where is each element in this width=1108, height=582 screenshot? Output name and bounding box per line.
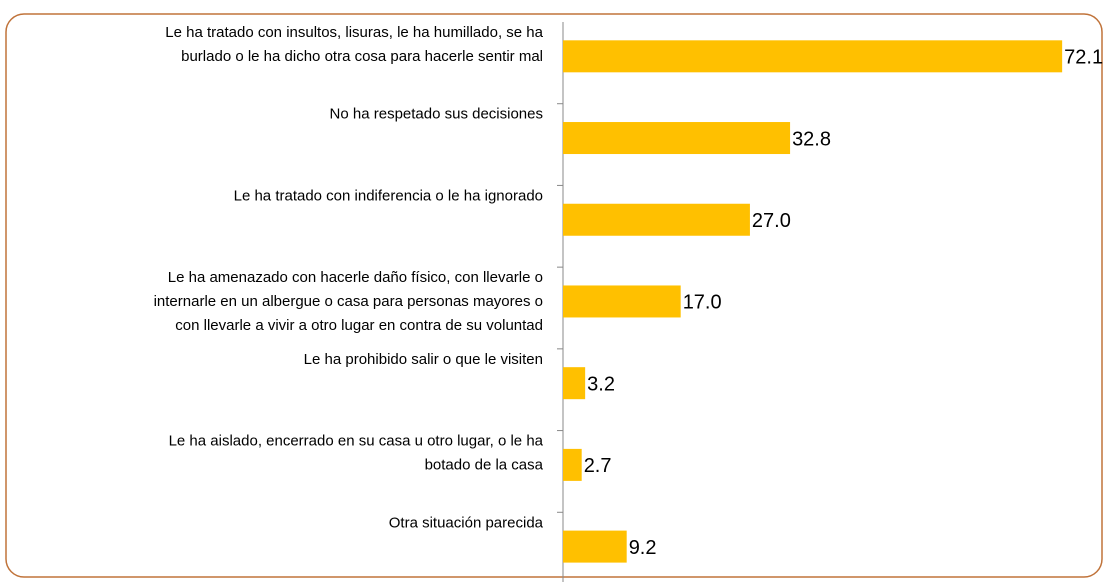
value-label: 27.0 <box>752 210 791 232</box>
value-label: 9.2 <box>629 537 657 559</box>
category-label: con llevarle a vivir a otro lugar en con… <box>175 317 543 334</box>
category-label: internarle en un albergue o casa para pe… <box>154 293 543 310</box>
category-label: Le ha amenazado con hacerle daño físico,… <box>168 269 543 286</box>
bar <box>563 285 681 318</box>
category-label: burlado o le ha dicho otra cosa para hac… <box>181 48 543 65</box>
value-label: 32.8 <box>792 128 831 150</box>
bar <box>563 40 1063 73</box>
value-label: 3.2 <box>587 373 615 395</box>
category-label: Le ha tratado con indiferencia o le ha i… <box>234 187 543 204</box>
category-label: Le ha prohibido salir o que le visiten <box>304 351 543 368</box>
chart-border <box>5 13 1103 578</box>
category-label: No ha respetado sus decisiones <box>330 106 543 123</box>
bar <box>563 122 791 155</box>
category-label: botado de la casa <box>425 457 544 474</box>
bar <box>563 203 750 236</box>
bar <box>563 448 582 481</box>
value-label: 2.7 <box>584 455 612 477</box>
category-label: Le ha tratado con insultos, lisuras, le … <box>165 24 543 41</box>
value-label: 72.1 <box>1064 47 1103 69</box>
bar <box>563 367 586 400</box>
bar <box>563 530 627 563</box>
value-label: 17.0 <box>683 292 722 314</box>
category-label: Le ha aislado, encerrado en su casa u ot… <box>169 433 544 450</box>
category-label: Otra situación parecida <box>389 514 544 531</box>
